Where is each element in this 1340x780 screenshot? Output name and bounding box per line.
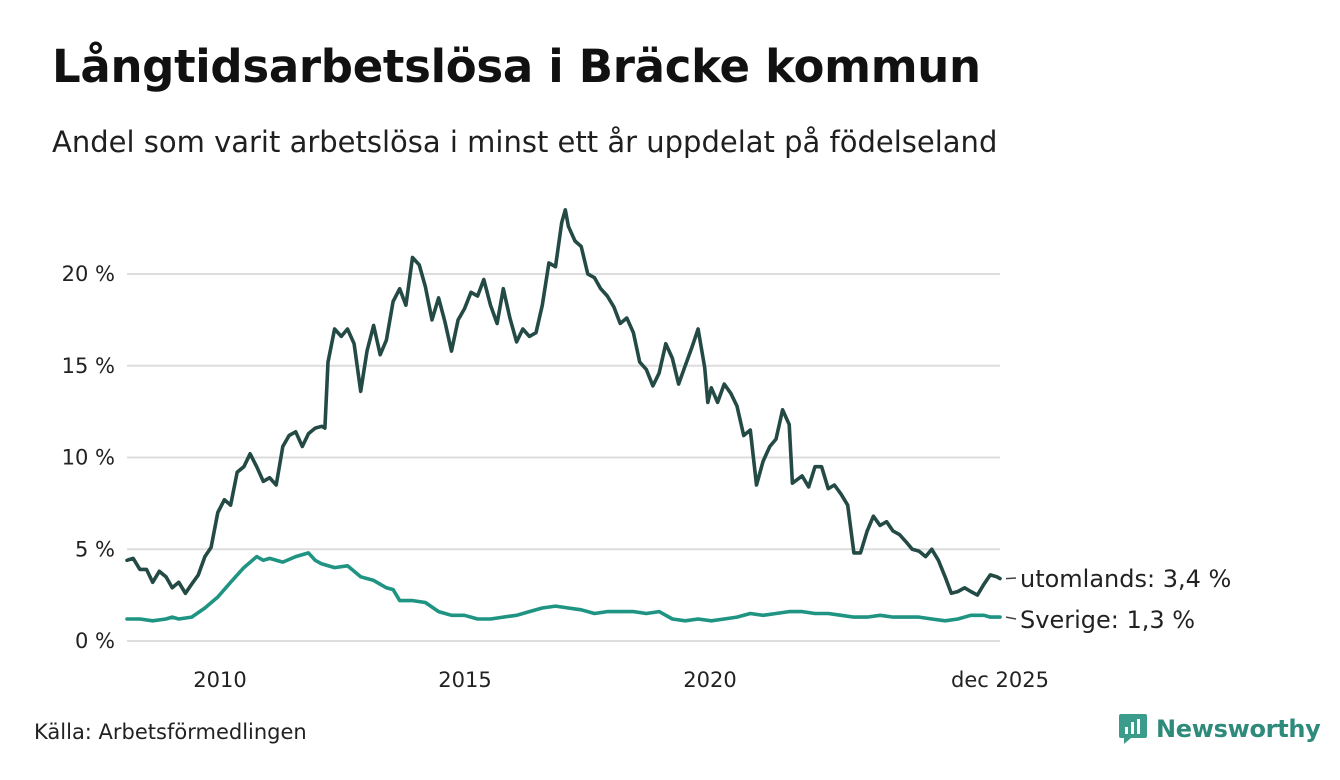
x-axis-ticks: 2010 2015 2020 dec 2025	[193, 668, 1049, 692]
x-tick-label: 2020	[683, 668, 736, 692]
x-tick-label: 2010	[193, 668, 246, 692]
end-label-utomlands: utomlands: 3,4 %	[1020, 565, 1231, 593]
line-chart: 0 %5 %10 %15 %20 % 2010 2015 2020 dec 2025 …	[62, 208, 1231, 692]
end-label-leader	[1005, 616, 1017, 620]
y-tick-label: 0 %	[75, 629, 115, 653]
chart-title: Långtidsarbetslösa i Bräcke kommun	[52, 40, 981, 93]
grid-lines	[127, 273, 1000, 642]
chart-subtitle: Andel som varit arbetslösa i minst ett å…	[52, 125, 998, 159]
end-label-leader	[1005, 577, 1017, 580]
brand-name: Newsworthy	[1156, 715, 1321, 743]
newsworthy-logo: Newsworthy	[1118, 712, 1321, 746]
series-line-sverige	[125, 551, 1002, 623]
series-lines	[125, 208, 1002, 623]
end-label-sverige: Sverige: 1,3 %	[1020, 606, 1195, 634]
y-tick-label: 10 %	[62, 446, 115, 470]
y-tick-label: 20 %	[62, 262, 115, 286]
end-labels: utomlands: 3,4 % Sverige: 1,3 %	[1005, 565, 1231, 634]
y-tick-label: 15 %	[62, 354, 115, 378]
series-line-utomlands	[125, 208, 1002, 597]
y-axis-ticks: 0 % 5 % 10 % 15 % 20 %	[62, 262, 115, 653]
source-note: Källa: Arbetsförmedlingen	[34, 720, 307, 744]
x-tick-label: dec 2025	[951, 668, 1049, 692]
x-tick-label: 2015	[438, 668, 491, 692]
newsworthy-logo-icon	[1119, 714, 1147, 744]
y-tick-label: 5 %	[75, 537, 115, 561]
